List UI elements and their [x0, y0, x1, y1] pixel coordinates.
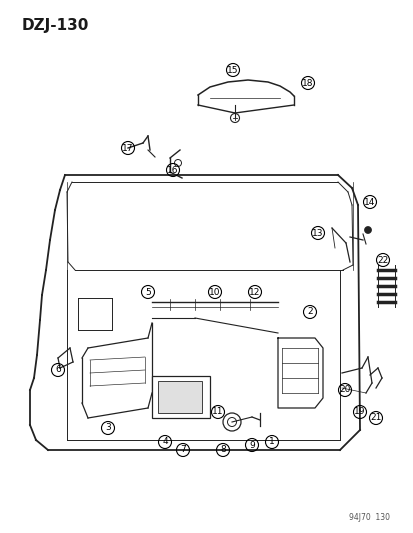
Text: 4: 4	[162, 438, 167, 447]
Text: 13: 13	[311, 229, 323, 238]
Text: 21: 21	[369, 414, 381, 423]
Text: 19: 19	[354, 408, 365, 416]
Text: 14: 14	[363, 198, 375, 206]
Circle shape	[363, 227, 370, 233]
FancyBboxPatch shape	[158, 381, 202, 413]
Text: 1: 1	[268, 438, 274, 447]
Text: 2: 2	[306, 308, 312, 317]
Text: 3: 3	[105, 424, 111, 432]
Text: 22: 22	[377, 255, 388, 264]
Text: 8: 8	[220, 446, 225, 455]
Text: 9: 9	[249, 440, 254, 449]
Text: 94J70  130: 94J70 130	[348, 513, 389, 522]
Text: 6: 6	[55, 366, 61, 375]
Text: 18: 18	[301, 78, 313, 87]
Text: 16: 16	[167, 166, 178, 174]
Text: 20: 20	[339, 385, 350, 394]
Text: 15: 15	[227, 66, 238, 75]
Text: 10: 10	[209, 287, 220, 296]
FancyBboxPatch shape	[152, 376, 209, 418]
Text: 11: 11	[212, 408, 223, 416]
Text: DZJ-130: DZJ-130	[22, 18, 89, 33]
Text: 5: 5	[145, 287, 150, 296]
Text: 7: 7	[180, 446, 185, 455]
Text: 12: 12	[249, 287, 260, 296]
Text: 17: 17	[122, 143, 133, 152]
